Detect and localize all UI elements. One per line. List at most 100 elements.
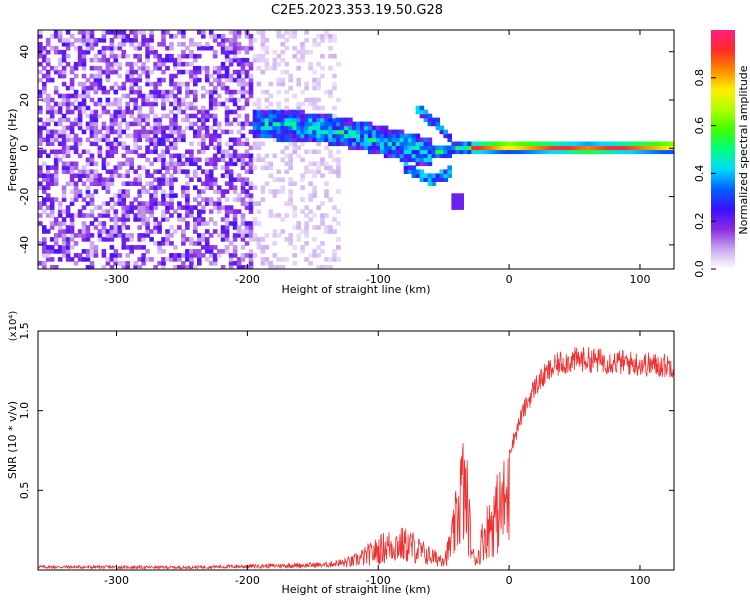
heat-cell xyxy=(169,161,174,167)
heat-cell xyxy=(61,141,67,147)
heat-cell xyxy=(272,253,278,258)
heat-cell xyxy=(69,189,75,194)
heat-cell xyxy=(252,237,258,242)
heat-cell xyxy=(212,137,218,143)
heat-cell xyxy=(236,89,242,95)
heat-cell xyxy=(264,133,270,139)
heat-cell xyxy=(165,93,170,99)
heat-cell xyxy=(173,85,178,91)
heat-cell xyxy=(57,245,63,250)
heat-cell xyxy=(161,257,166,262)
heat-cell xyxy=(439,129,445,135)
heat-cell xyxy=(228,137,234,143)
heat-cell xyxy=(403,165,409,170)
heat-cell xyxy=(113,30,119,35)
heat-cell xyxy=(109,45,115,51)
heat-cell xyxy=(391,153,397,159)
heat-cell xyxy=(240,229,246,234)
heat-cell xyxy=(204,181,210,186)
heat-cell xyxy=(574,149,580,155)
heat-cell xyxy=(38,201,43,206)
heat-cell xyxy=(220,81,226,87)
heat-cell xyxy=(173,97,178,103)
heat-cell xyxy=(89,42,95,47)
heat-cell xyxy=(201,145,206,151)
heat-cell xyxy=(149,205,154,210)
heat-cell xyxy=(125,101,130,107)
heat-cell xyxy=(236,30,242,35)
heat-cell xyxy=(177,61,182,67)
heat-cell xyxy=(208,161,214,167)
heat-cell xyxy=(121,117,127,123)
heat-cell xyxy=(113,213,119,218)
heat-cell xyxy=(121,221,127,226)
heat-cell xyxy=(173,145,178,151)
heat-cell xyxy=(220,189,226,194)
heat-cell xyxy=(81,149,87,155)
heat-cell xyxy=(173,81,178,87)
heat-cell xyxy=(169,34,174,39)
heat-cell xyxy=(121,237,127,242)
heat-cell xyxy=(371,133,377,139)
heat-cell xyxy=(300,113,305,119)
heat-cell xyxy=(61,149,67,155)
heat-cell xyxy=(161,57,166,63)
heat-cell xyxy=(256,201,262,206)
heat-cell xyxy=(161,42,166,47)
heat-cell xyxy=(256,53,262,59)
heat-cell xyxy=(292,213,297,218)
heat-cell xyxy=(232,245,238,250)
heat-cell xyxy=(145,157,150,163)
heat-cell xyxy=(109,229,115,234)
heat-cell xyxy=(304,137,309,143)
heat-cell xyxy=(236,229,242,234)
heat-cell xyxy=(153,49,158,55)
heat-cell xyxy=(193,81,198,87)
heat-cell xyxy=(65,30,71,35)
heat-cell xyxy=(252,113,258,119)
heat-cell xyxy=(363,145,369,151)
heat-cell xyxy=(77,137,83,143)
snr-y-multiplier: (x10⁴) xyxy=(8,311,19,342)
heat-cell xyxy=(77,257,83,262)
heat-cell xyxy=(240,265,246,269)
heat-cell xyxy=(157,225,162,230)
heat-cell xyxy=(49,77,55,83)
heat-cell xyxy=(411,145,417,151)
heat-cell xyxy=(463,149,468,155)
heat-cell xyxy=(316,42,321,47)
heat-cell xyxy=(109,42,115,47)
heat-cell xyxy=(332,157,337,163)
heat-cell xyxy=(216,149,222,155)
heat-cell xyxy=(117,229,123,234)
heat-cell xyxy=(137,73,142,79)
heat-cell xyxy=(93,57,99,63)
heat-cell xyxy=(272,193,278,198)
heat-cell xyxy=(45,153,51,159)
heat-cell xyxy=(185,101,190,107)
heat-cell xyxy=(415,161,421,167)
heat-cell xyxy=(137,85,142,91)
heat-cell xyxy=(232,217,238,222)
heat-cell xyxy=(197,249,202,254)
heat-cell xyxy=(85,85,91,91)
heat-cell xyxy=(137,225,142,230)
heat-cell xyxy=(248,185,254,190)
heat-cell xyxy=(141,113,146,119)
heat-cell xyxy=(244,57,250,63)
heat-cell xyxy=(141,42,146,47)
heat-cell xyxy=(459,201,464,206)
heat-cell xyxy=(439,169,445,174)
heat-cell xyxy=(177,165,182,170)
heat-cell xyxy=(379,129,385,135)
heat-cell xyxy=(292,181,297,186)
heat-cell xyxy=(121,217,127,222)
heat-cell xyxy=(554,145,560,151)
heat-cell xyxy=(117,201,123,206)
heat-cell xyxy=(383,133,389,139)
heat-cell xyxy=(141,205,146,210)
heat-cell xyxy=(157,249,162,254)
heat-cell xyxy=(212,229,218,234)
heat-cell xyxy=(419,113,425,119)
heat-cell xyxy=(89,249,95,254)
